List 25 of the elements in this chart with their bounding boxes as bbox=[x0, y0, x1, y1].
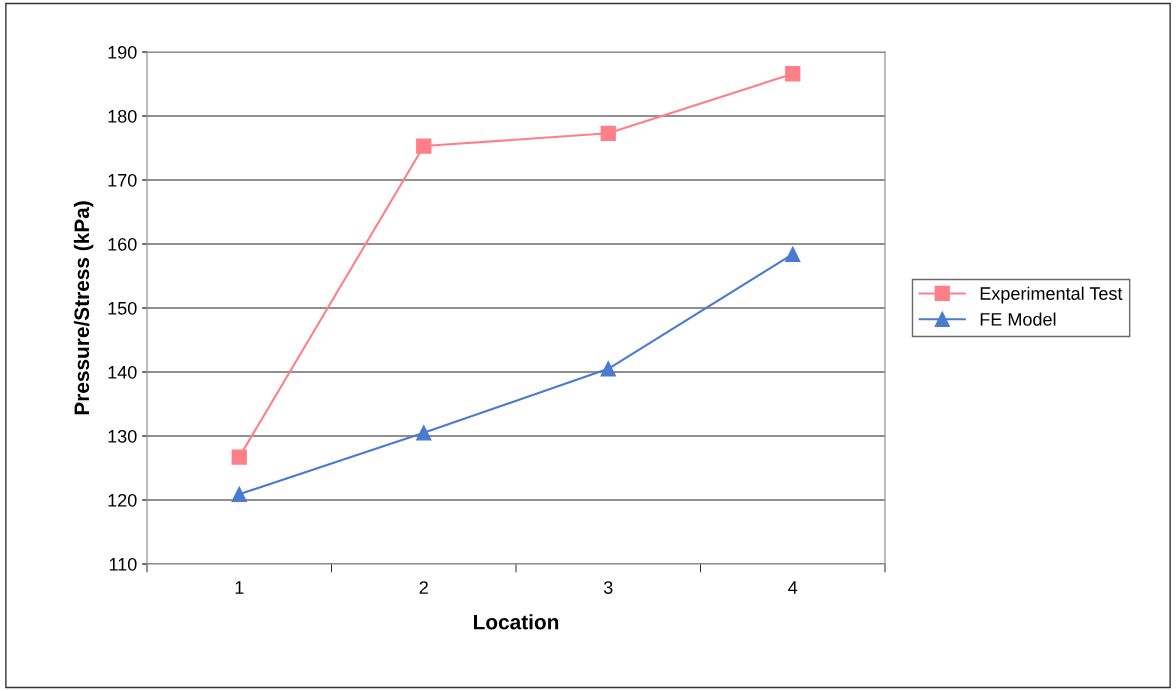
point bbox=[600, 361, 616, 377]
y-tick-label: 120 bbox=[108, 493, 137, 507]
point bbox=[600, 125, 616, 141]
x-axis-title: Location bbox=[474, 614, 559, 630]
point bbox=[416, 425, 432, 441]
point bbox=[231, 486, 247, 502]
point bbox=[785, 66, 801, 82]
y-tick-label: 180 bbox=[108, 109, 137, 123]
y-tick-label: 190 bbox=[108, 45, 137, 59]
x-tick-label: 4 bbox=[788, 581, 798, 594]
y-axis-title: Pressure/Stress (kPa) bbox=[73, 201, 94, 415]
x-tick-label: 1 bbox=[235, 581, 244, 594]
y-tick-label: 150 bbox=[108, 301, 137, 315]
point bbox=[231, 449, 247, 465]
legend-label: FE Model bbox=[980, 312, 1056, 326]
y-tick-label: 160 bbox=[108, 237, 137, 251]
y-tick-label: 140 bbox=[108, 365, 137, 379]
y-tick-label: 110 bbox=[109, 557, 137, 571]
legend-label: Experimental Test bbox=[980, 286, 1123, 304]
y-tick-label: 170 bbox=[108, 173, 137, 187]
point bbox=[785, 246, 801, 262]
x-tick-label: 3 bbox=[603, 581, 613, 594]
point bbox=[416, 138, 432, 154]
y-tick-label: 130 bbox=[108, 429, 137, 443]
x-tick-label: 2 bbox=[419, 581, 428, 594]
